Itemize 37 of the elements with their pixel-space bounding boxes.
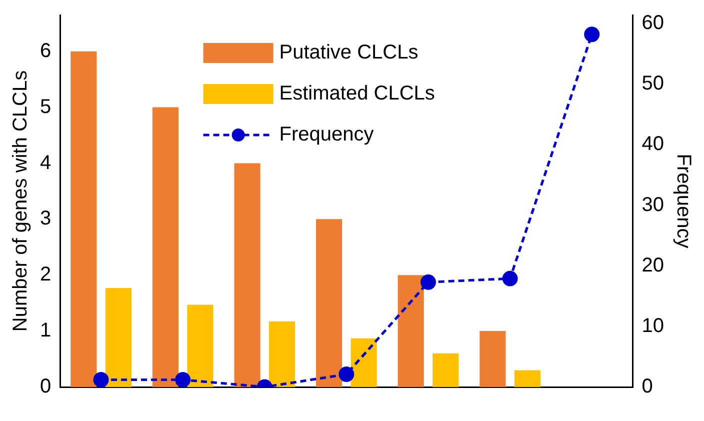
y2-tick-label: 30 — [642, 194, 664, 216]
bar — [234, 163, 260, 387]
bar — [514, 370, 540, 387]
bar — [70, 51, 97, 387]
legend-label: Putative CLCLs — [279, 42, 418, 64]
y-axis-title: Number of genes with CLCLs — [10, 70, 32, 332]
point — [502, 270, 518, 286]
y-tick-label: 2 — [40, 264, 52, 286]
y-tick-label: 3 — [40, 208, 52, 230]
y2-tick-label: 20 — [642, 254, 664, 276]
point — [584, 26, 600, 42]
y2-tick-label: 60 — [642, 12, 664, 34]
bar — [350, 338, 377, 387]
bar — [316, 219, 342, 387]
legend-label: Frequency — [279, 124, 374, 146]
y2-tick-label: 10 — [642, 314, 664, 337]
point — [420, 274, 436, 290]
y-tick-label: 0 — [40, 376, 52, 398]
y2-tick-label: 0 — [642, 376, 653, 398]
y-tick-label: 1 — [40, 320, 52, 342]
bar — [480, 331, 506, 387]
point — [175, 372, 191, 387]
legend-label: Estimated CLCLs — [279, 82, 435, 105]
point — [93, 372, 109, 387]
y2-tick-label: 40 — [642, 133, 664, 156]
y2-axis-title: Frequency — [672, 154, 694, 248]
y-tick-label: 6 — [40, 40, 52, 62]
bar — [187, 304, 214, 387]
bar — [152, 107, 178, 387]
bar — [268, 322, 296, 387]
point — [338, 366, 354, 382]
y-tick-label: 4 — [40, 152, 52, 174]
bar — [432, 353, 459, 387]
y-tick-label: 5 — [40, 96, 52, 118]
bar — [105, 288, 132, 387]
bar — [398, 275, 424, 387]
y2-tick-label: 50 — [642, 72, 664, 95]
